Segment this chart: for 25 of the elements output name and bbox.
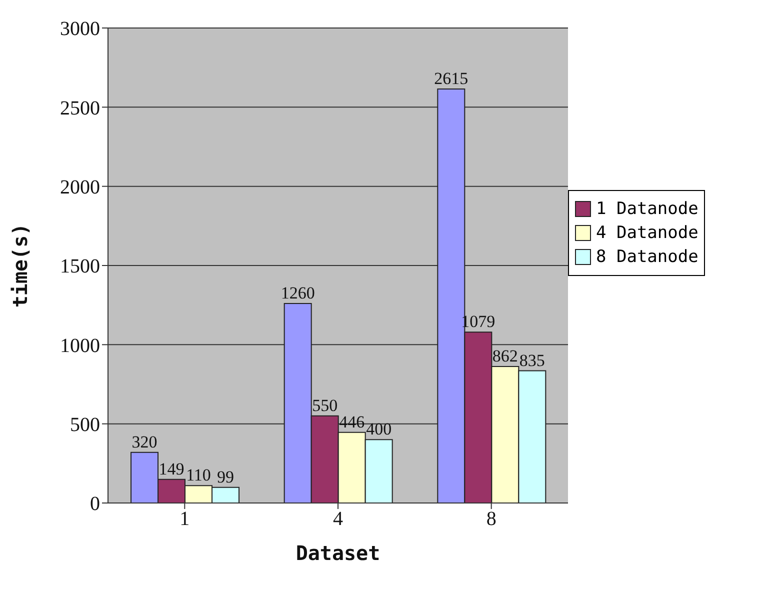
x-axis-title: Dataset <box>296 541 380 565</box>
data-label: 320 <box>132 432 158 452</box>
y-tick-label: 3000 <box>60 18 100 40</box>
data-label: 110 <box>186 466 211 485</box>
y-tick-label: 2500 <box>60 97 100 120</box>
data-label: 1260 <box>280 284 315 302</box>
x-tick-label: 4 <box>333 508 343 530</box>
legend-label: 8 Datanode <box>596 247 698 267</box>
y-axis-title: time(s) <box>8 223 32 308</box>
y-tick-label: 1000 <box>60 334 100 357</box>
y-tick-label: 1500 <box>60 256 100 278</box>
data-label: 550 <box>312 396 338 415</box>
x-tick-label: 1 <box>180 508 190 530</box>
data-label: 862 <box>492 346 518 366</box>
data-label: 835 <box>519 350 545 370</box>
x-tick-label: 8 <box>486 508 496 530</box>
data-label: 2615 <box>434 68 468 88</box>
legend-label: 1 Datanode <box>596 199 698 219</box>
y-tick-label: 2000 <box>60 176 100 198</box>
y-tick-label: 0 <box>90 493 100 516</box>
data-label: 400 <box>366 420 392 439</box>
data-label: 149 <box>158 459 184 478</box>
y-tick-label: 500 <box>70 414 100 436</box>
legend-label: 4 Datanode <box>596 223 698 243</box>
data-label: 99 <box>217 467 234 486</box>
